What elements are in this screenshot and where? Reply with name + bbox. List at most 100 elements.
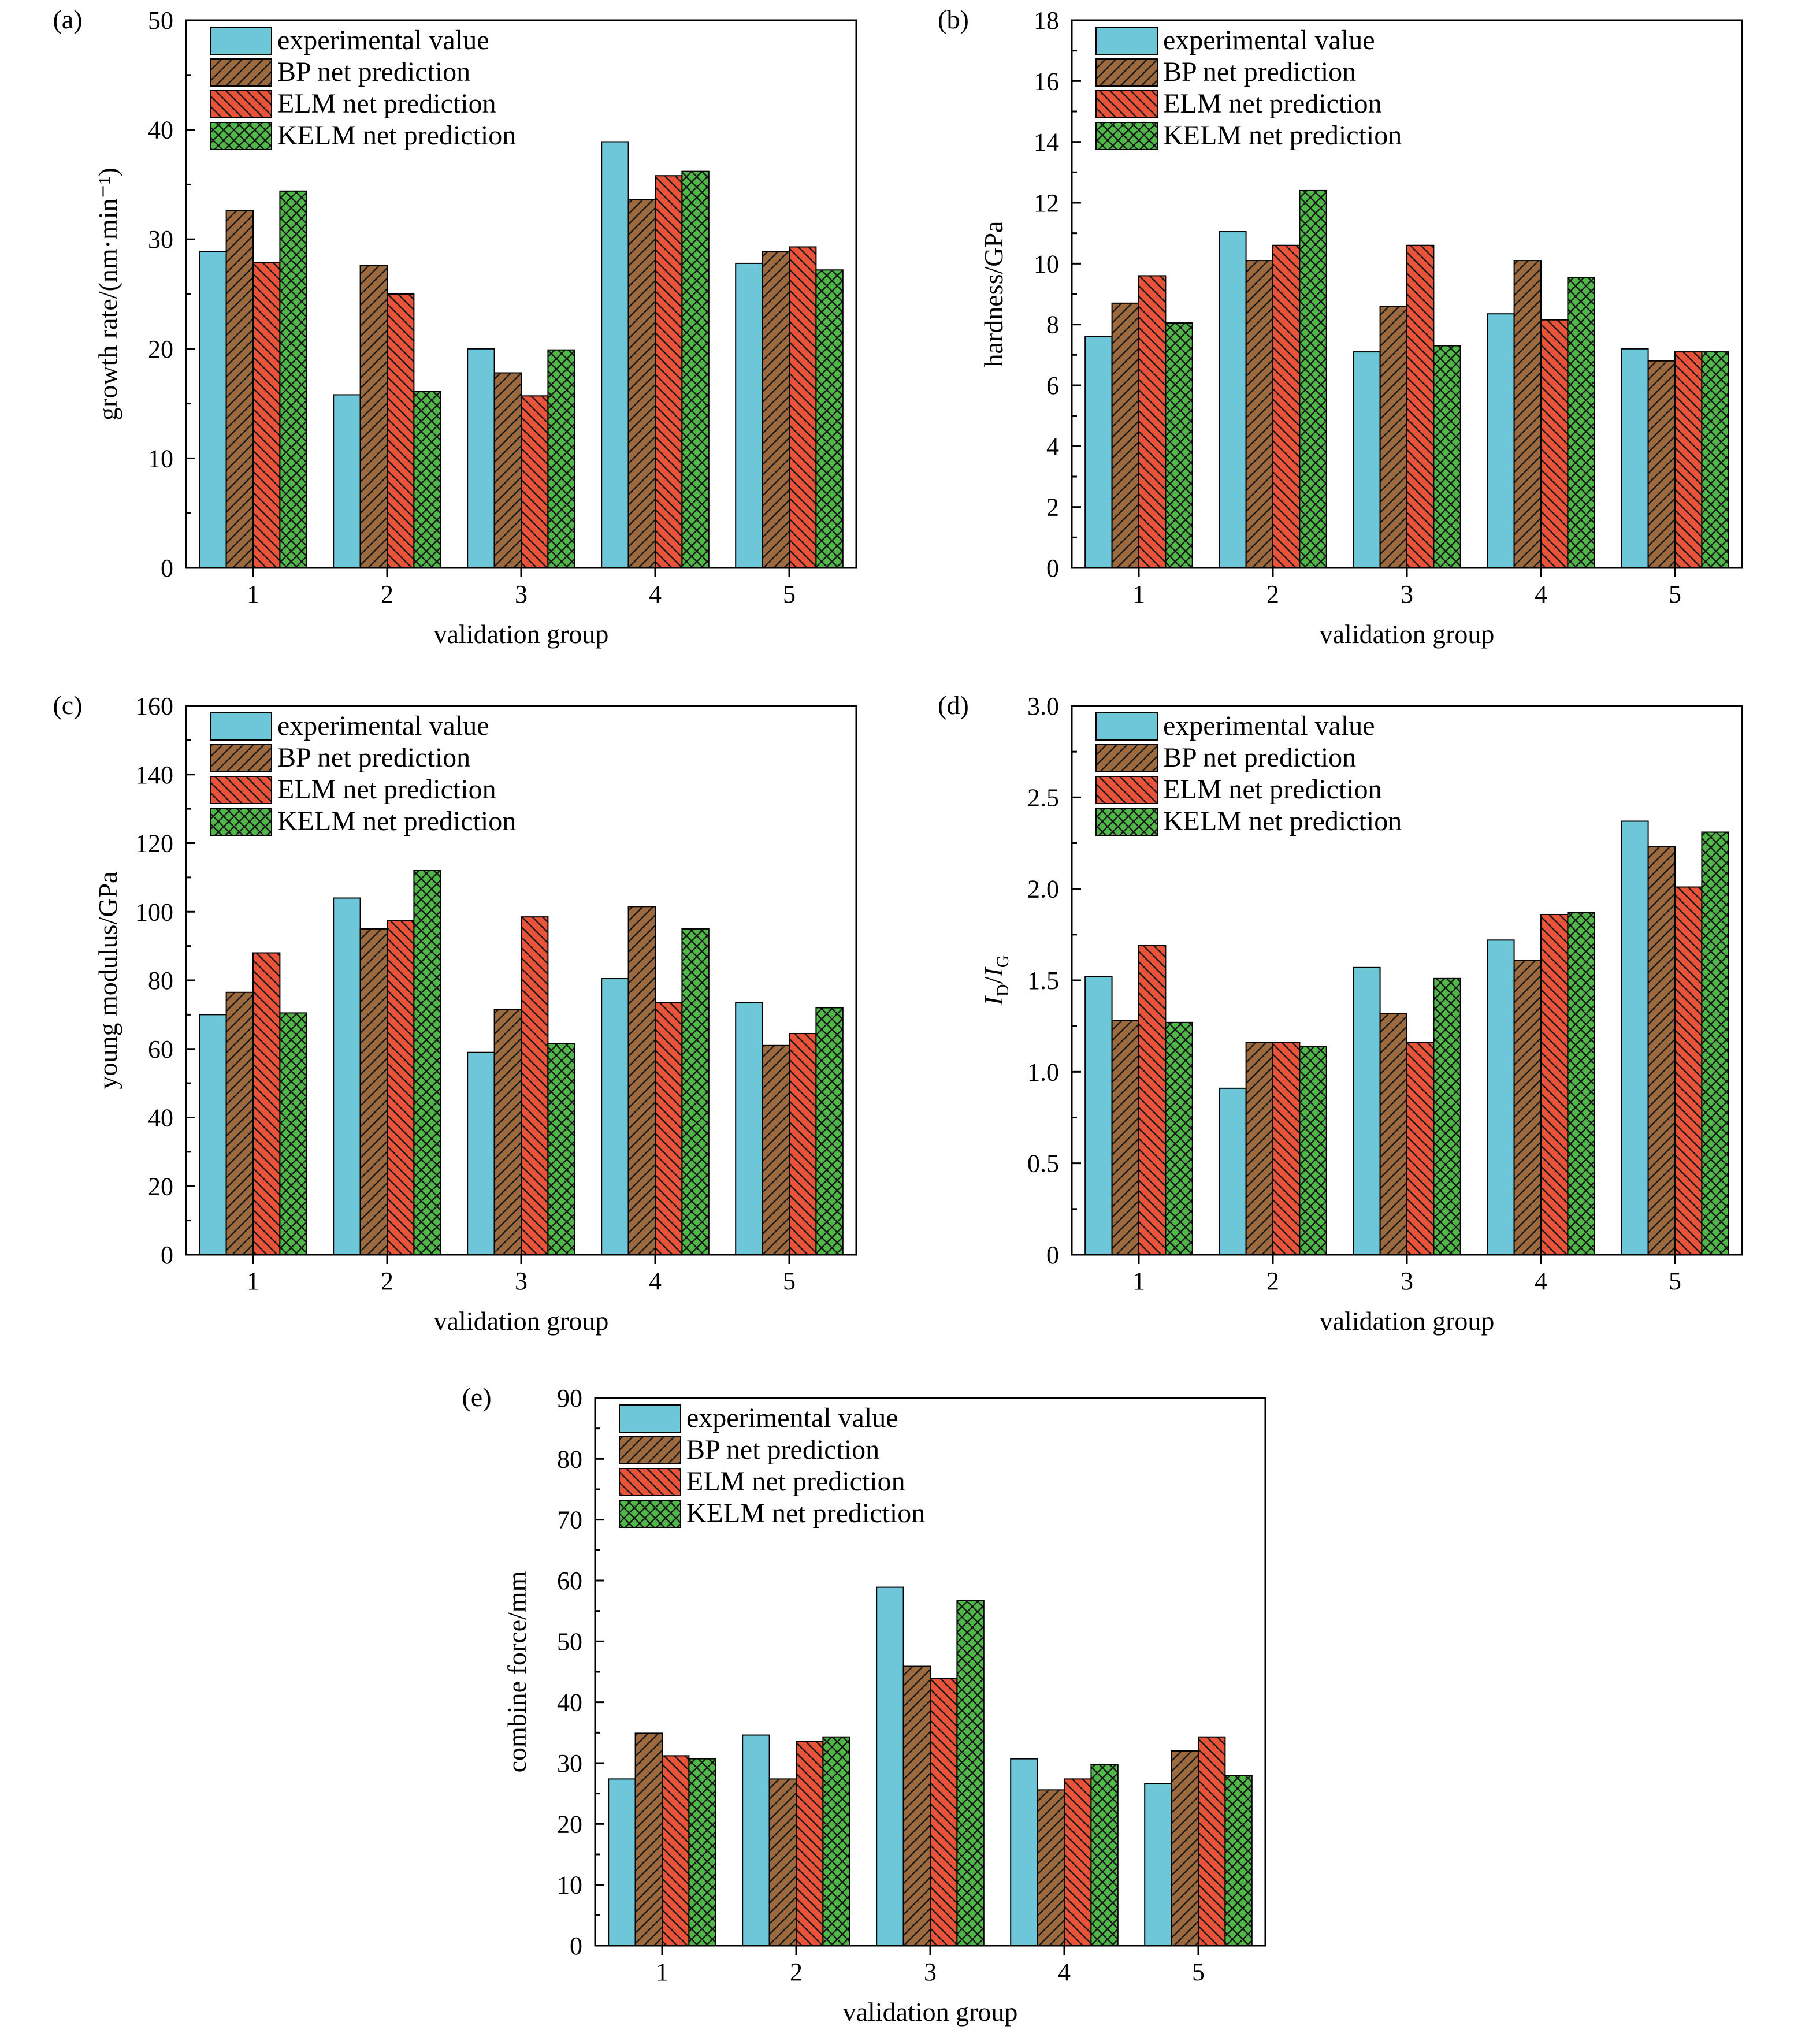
x-tick-label: 3 xyxy=(924,1958,937,1986)
legend-swatch xyxy=(210,712,272,741)
bar-elm-group-3 xyxy=(521,395,549,568)
bar-elm-group-4 xyxy=(655,175,683,568)
bars xyxy=(1084,820,1729,1256)
legend-swatch xyxy=(1095,712,1158,741)
legend-label: ELM net prediction xyxy=(277,88,496,119)
legend-swatch xyxy=(1095,58,1158,87)
legend-label: experimental value xyxy=(1163,25,1375,55)
bar-kelm-group-5 xyxy=(1701,351,1729,568)
y-tick-label: 120 xyxy=(135,830,173,858)
bar-experimental-group-2 xyxy=(333,897,361,1255)
legend-label: KELM net prediction xyxy=(1163,120,1402,151)
bar-elm-group-3 xyxy=(521,916,549,1255)
x-axis-label: validation group xyxy=(843,1997,1018,2027)
bar-bp-group-2 xyxy=(768,1778,797,1947)
legend-label: experimental value xyxy=(277,711,489,741)
legend-label: experimental value xyxy=(1163,711,1375,741)
x-tick-label: 4 xyxy=(1535,580,1547,608)
legend-swatch xyxy=(210,90,272,118)
bar-kelm-group-3 xyxy=(1433,977,1461,1256)
legend-swatch xyxy=(1095,27,1158,55)
bar-bp-group-1 xyxy=(1111,1020,1139,1255)
y-tick-label: 40 xyxy=(557,1689,582,1717)
legend-label: KELM net prediction xyxy=(686,1498,925,1529)
legend-label: ELM net prediction xyxy=(1163,774,1382,805)
bar-bp-group-1 xyxy=(634,1732,663,1947)
bar-elm-group-4 xyxy=(655,1002,683,1255)
y-tick-label: 80 xyxy=(557,1445,582,1473)
x-tick-label: 2 xyxy=(381,580,393,608)
y-tick-label: 10 xyxy=(148,444,173,473)
bar-experimental-group-4 xyxy=(601,141,629,568)
bar-experimental-group-1 xyxy=(608,1778,636,1947)
bar-experimental-group-5 xyxy=(1621,348,1649,568)
y-tick-label: 10 xyxy=(557,1871,582,1899)
bar-elm-group-4 xyxy=(1540,914,1569,1255)
legend-label: KELM net prediction xyxy=(277,120,516,151)
bar-bp-group-2 xyxy=(359,928,388,1255)
bar-experimental-group-2 xyxy=(742,1734,770,1946)
x-axis-label: validation group xyxy=(1320,619,1495,649)
bar-experimental-group-3 xyxy=(1353,351,1381,568)
chart-panel-1: 0 10 20 30 40 50 1 2 3 4 5 validation group growth r… xyxy=(53,5,857,649)
bar-bp-group-2 xyxy=(1245,1042,1274,1255)
bar-kelm-group-5 xyxy=(1701,831,1729,1255)
bar-experimental-group-3 xyxy=(1353,966,1381,1256)
chart-panel-5: 0 10 20 30 40 50 60 70 80 90 1 2 3 4 5 validation group… xyxy=(462,1382,1266,2027)
bar-elm-group-2 xyxy=(1272,244,1301,568)
bars xyxy=(1084,189,1729,569)
bar-bp-group-5 xyxy=(1647,846,1676,1256)
bar-kelm-group-3 xyxy=(547,349,575,568)
bar-bp-group-2 xyxy=(1245,260,1274,569)
bar-bp-group-4 xyxy=(1513,260,1542,569)
y-tick-label: 6 xyxy=(1046,371,1059,400)
y-tick-label: 0 xyxy=(1046,1241,1059,1269)
y-axis-label: combine force/mm xyxy=(502,1571,532,1772)
legend-swatch xyxy=(619,1404,681,1433)
chart-panel-3: 0 20 40 60 80 100 120 140 160 1 2 3 4 5 validation gro… xyxy=(53,690,857,1336)
legend-label: BP net prediction xyxy=(1163,742,1356,773)
legend-label: ELM net prediction xyxy=(686,1466,905,1497)
bar-kelm-group-5 xyxy=(1224,1775,1253,1946)
y-tick-label: 30 xyxy=(148,225,173,254)
x-tick-label: 1 xyxy=(1132,580,1145,608)
panel-label: (b) xyxy=(938,5,969,34)
y-tick-label: 50 xyxy=(148,6,173,35)
bar-experimental-group-2 xyxy=(1219,1087,1247,1256)
bar-elm-group-4 xyxy=(1540,319,1569,568)
bar-experimental-group-4 xyxy=(601,978,629,1255)
bar-kelm-group-2 xyxy=(1299,1046,1327,1255)
bar-kelm-group-1 xyxy=(688,1758,716,1947)
bar-bp-group-4 xyxy=(627,199,656,569)
bar-experimental-group-1 xyxy=(1084,976,1113,1255)
y-tick-label: 70 xyxy=(557,1506,582,1534)
bar-bp-group-5 xyxy=(762,1044,790,1255)
bar-bp-group-1 xyxy=(1111,302,1139,568)
bar-experimental-group-3 xyxy=(876,1586,904,1946)
bar-elm-group-1 xyxy=(252,952,281,1255)
x-tick-label: 2 xyxy=(1266,1267,1279,1295)
x-tick-label: 4 xyxy=(1058,1958,1071,1986)
y-tick-label: 40 xyxy=(148,116,173,144)
bar-kelm-group-1 xyxy=(279,1012,307,1255)
bar-elm-group-3 xyxy=(930,1678,958,1946)
y-tick-label: 90 xyxy=(557,1384,582,1412)
y-axis-label: young modulus/GPa xyxy=(93,872,122,1090)
bar-elm-group-4 xyxy=(1064,1778,1092,1947)
bar-elm-group-5 xyxy=(1674,886,1703,1255)
y-tick-label: 16 xyxy=(1034,67,1059,95)
bar-kelm-group-1 xyxy=(1165,322,1193,568)
bar-kelm-group-4 xyxy=(1090,1764,1119,1947)
bar-kelm-group-4 xyxy=(1567,912,1595,1256)
bar-bp-group-3 xyxy=(1379,306,1408,568)
bar-elm-group-2 xyxy=(796,1741,824,1947)
x-axis-label: validation group xyxy=(1320,1306,1495,1336)
legend-swatch xyxy=(210,58,272,87)
panel-label: (e) xyxy=(462,1382,491,1412)
bar-kelm-group-4 xyxy=(681,170,710,568)
y-tick-label: 30 xyxy=(557,1749,582,1778)
y-tick-label: 18 xyxy=(1034,6,1059,35)
